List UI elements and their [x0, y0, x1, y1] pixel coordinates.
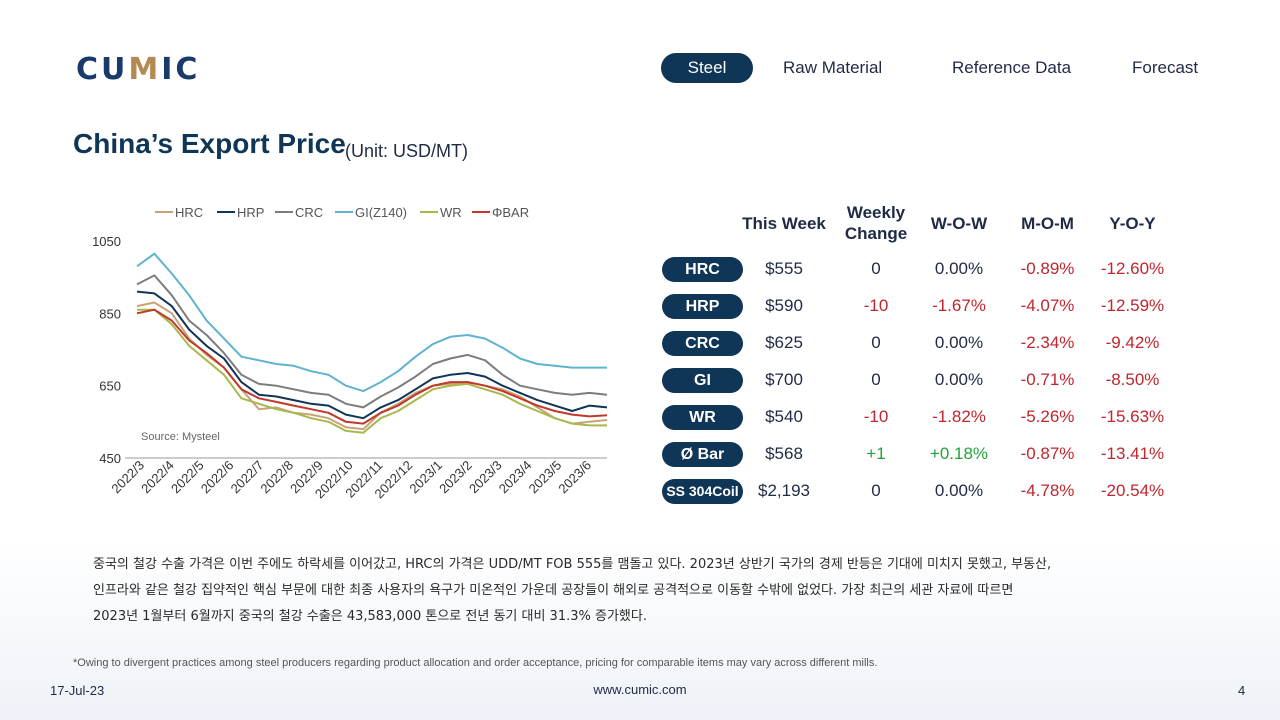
header-mom: M-O-M — [1021, 214, 1074, 233]
x-tick-label: 2023/1 — [406, 458, 445, 497]
cell-weekly-change: -10 — [863, 296, 889, 315]
legend-label: ΦBAR — [492, 205, 529, 220]
cell-yoy: -12.59% — [1100, 296, 1165, 315]
cell-wow: 0.00% — [934, 481, 984, 500]
cell-mom: -4.07% — [1020, 296, 1075, 315]
product-label-pill: GI — [662, 368, 743, 393]
series-line-wr — [137, 308, 607, 434]
cell-yoy: -15.63% — [1100, 407, 1165, 426]
cell-mom: -0.87% — [1020, 444, 1075, 463]
cell-yoy: -9.42% — [1105, 333, 1160, 352]
cumic-logo[interactable]: CUMIC — [76, 52, 201, 87]
legend-label: CRC — [295, 205, 323, 220]
nav-tab-forecast[interactable]: Forecast — [1132, 58, 1199, 77]
product-label-pill: HRP — [662, 294, 743, 319]
cell-mom: -0.89% — [1020, 259, 1075, 278]
series-line-hrp — [136, 290, 608, 420]
cell-weekly-change: 0 — [871, 481, 881, 500]
cell-wow: 0.00% — [934, 370, 984, 389]
cell-wow: +0.18% — [929, 444, 989, 463]
x-tick-label: 2023/3 — [466, 458, 505, 497]
cell-mom: -4.78% — [1020, 481, 1075, 500]
footer-background — [0, 540, 1280, 720]
cell-this-week: $700 — [765, 370, 803, 389]
cell-weekly-change: 0 — [871, 333, 881, 352]
y-tick-label: 650 — [99, 379, 121, 394]
market-description: 중국의 철강 수출 가격은 이번 주에도 하락세를 이어갔고, HRC의 가격은… — [93, 557, 1052, 624]
header-wow: W-O-W — [930, 214, 988, 233]
cell-this-week: $555 — [765, 259, 803, 278]
cell-yoy: -12.60% — [1100, 259, 1165, 278]
cell-weekly-change: 0 — [871, 259, 881, 278]
x-tick-label: 2022/4 — [138, 458, 177, 497]
cell-mom: -5.26% — [1020, 407, 1075, 426]
series-line-gi-z140- — [136, 252, 607, 393]
header-this-week: This Week — [742, 214, 826, 233]
product-label-pill: SS 304Coil — [662, 479, 743, 504]
price-line-chart: HRC HRP CRC GI(Z140) WR ΦBAR 450 650 850 1050 2022… — [92, 205, 608, 501]
x-tick-label: 2023/5 — [526, 458, 565, 497]
footer-website-link[interactable]: www.cumic.com — [593, 682, 687, 697]
cell-wow: -1.67% — [932, 296, 986, 315]
y-tick-label: 450 — [99, 451, 121, 466]
cell-mom: -0.71% — [1020, 370, 1075, 389]
legend-label: GI(Z140) — [355, 205, 407, 220]
chart-source-note: Source: Mysteel — [141, 431, 220, 443]
x-tick-label: 2023/2 — [436, 458, 475, 497]
cell-weekly-change: +1 — [866, 444, 886, 463]
series-line-crc — [136, 274, 608, 409]
x-tick-label: 2022/5 — [168, 458, 207, 497]
y-tick-label: 850 — [99, 306, 121, 321]
cell-wow: 0.00% — [934, 333, 984, 352]
cell-this-week: $2,193 — [758, 481, 810, 500]
product-label-pill: Ø Bar — [662, 442, 743, 467]
x-tick-label: 2023/6 — [555, 458, 594, 497]
cell-yoy: -20.54% — [1100, 481, 1165, 500]
cell-weekly-change: 0 — [871, 370, 881, 389]
product-label-pill: WR — [662, 405, 743, 430]
cell-mom: -2.34% — [1020, 333, 1075, 352]
page-title: China’s Export Price — [73, 128, 346, 159]
product-label-pill: HRC — [662, 257, 743, 282]
legend-label: WR — [440, 205, 462, 220]
footnote: *Owing to divergent practices among stee… — [73, 657, 878, 669]
cell-yoy: -13.41% — [1100, 444, 1165, 463]
cell-this-week: $540 — [765, 407, 803, 426]
x-tick-label: 2023/4 — [496, 458, 535, 497]
cell-yoy: -8.50% — [1105, 370, 1160, 389]
legend-label: HRP — [237, 205, 264, 220]
x-tick-label: 2022/7 — [228, 458, 267, 497]
cell-this-week: $625 — [765, 333, 803, 352]
nav-tab-reference-data[interactable]: Reference Data — [952, 58, 1072, 77]
cell-weekly-change: -10 — [863, 407, 889, 426]
y-tick-label: 1050 — [92, 234, 121, 249]
cell-this-week: $568 — [765, 444, 803, 463]
x-tick-label: 2022/8 — [257, 458, 296, 497]
series-line--bar — [136, 308, 608, 425]
product-label-pill: CRC — [662, 331, 743, 356]
unit-label: (Unit: USD/MT) — [345, 141, 468, 161]
cell-wow: 0.00% — [934, 259, 984, 278]
header-weekly-change: Weekly Change — [844, 203, 908, 243]
cell-this-week: $590 — [765, 296, 803, 315]
legend-label: HRC — [175, 205, 203, 220]
footer-date: 17-Jul-23 — [50, 683, 105, 698]
nav-tab-raw-material[interactable]: Raw Material — [783, 58, 883, 77]
x-tick-label: 2022/6 — [198, 458, 237, 497]
header-yoy: Y-O-Y — [1109, 214, 1156, 233]
page-number: 4 — [1238, 683, 1246, 698]
nav-tab-steel[interactable]: Steel — [661, 53, 753, 83]
cell-wow: -1.82% — [932, 407, 986, 426]
